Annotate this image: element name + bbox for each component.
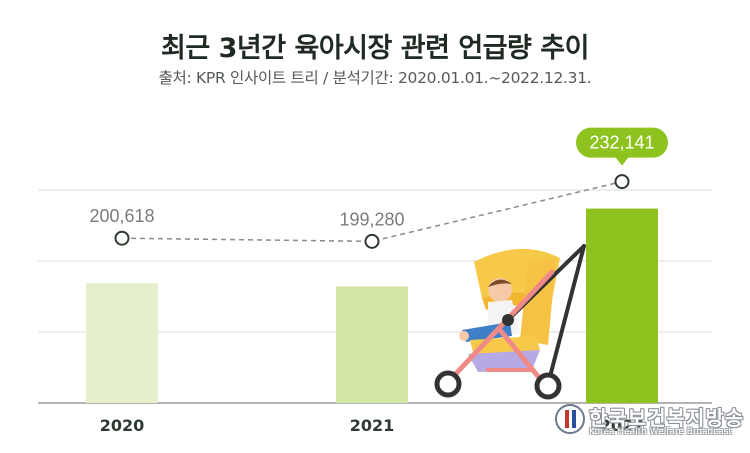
bar-2022: [586, 208, 658, 403]
x-tick-2020: 2020: [100, 416, 145, 435]
chart-subtitle: 출처: KPR 인사이트 트리 / 분석기간: 2020.01.01.~2022…: [158, 69, 592, 87]
callout-bubble: [576, 127, 668, 158]
marker-2020: [114, 230, 130, 246]
value-label-2020: 200,618: [89, 206, 154, 226]
trend-line: [121, 180, 623, 243]
bar-2021: [336, 286, 408, 403]
x-tick-2022: 2022: [600, 416, 645, 435]
broadcaster-watermark: 한국보건복지방송 Korea Health Welfare Broadcast: [555, 402, 750, 442]
value-label-2022: 232,141: [589, 133, 654, 153]
watermark-name: 한국보건복지방송: [589, 406, 745, 430]
watermark-english: Korea Health Welfare Broadcast: [589, 427, 732, 437]
callout-pointer: [615, 156, 629, 166]
marker-2022: [614, 174, 630, 190]
marker-2021: [364, 233, 380, 249]
chart-title: 최근 3년간 육아시장 관련 언급량 추이: [161, 33, 589, 64]
value-label-2021: 199,280: [339, 209, 404, 229]
baby-stroller-illustration: [434, 244, 586, 400]
x-tick-2021: 2021: [350, 416, 395, 435]
broadcaster-logo-icon: [555, 404, 585, 434]
bar-2020: [86, 283, 158, 403]
